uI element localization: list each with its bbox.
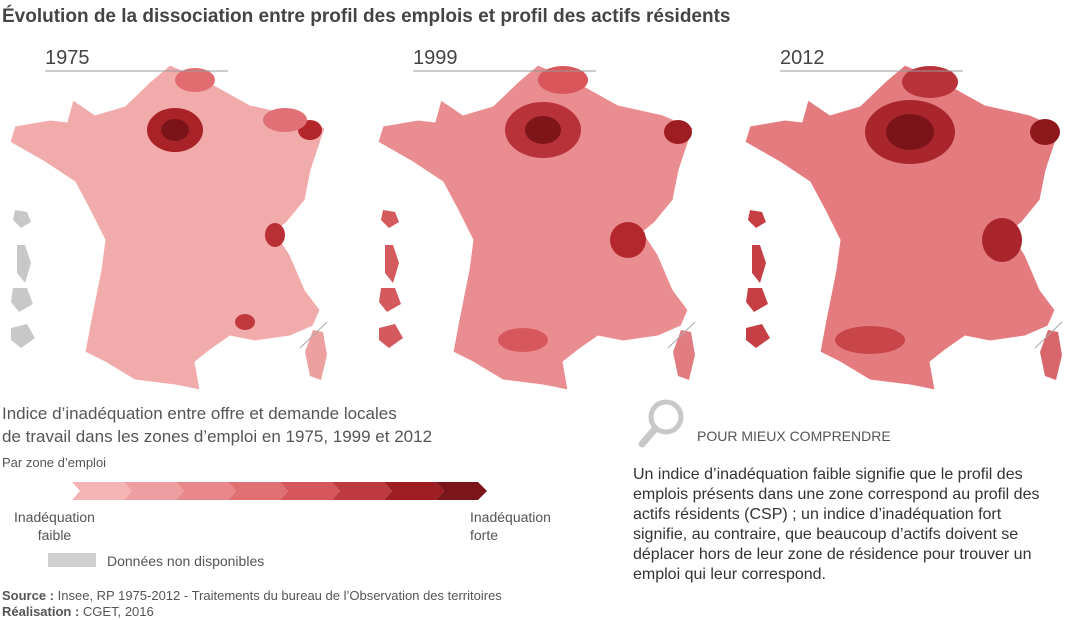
legend-low-line: faible: [37, 527, 72, 543]
map-1975: [9, 64, 328, 391]
credit-label: Réalisation :: [2, 604, 80, 619]
magnifier-icon: [638, 399, 684, 448]
legend-title: Indice d’inadéquation entre offre et dem…: [2, 402, 432, 448]
map-2012: [744, 64, 1063, 391]
maps: 1975 1999 2012: [9, 47, 1063, 391]
legend-title-line: Indice d’inadéquation entre offre et dem…: [2, 404, 397, 423]
year-label: 1999: [413, 47, 458, 69]
legend-title-line: de travail dans les zones d’emploi en 19…: [2, 427, 433, 446]
explainer-heading: POUR MIEUX COMPRENDRE: [697, 428, 891, 444]
credit: Réalisation : CGET, 2016: [2, 604, 154, 619]
legend-high: Inadéquation forte: [470, 508, 551, 544]
explainer-text: Un indice d’inadéquation faible signifie…: [633, 466, 1040, 583]
na-label: Données non disponibles: [107, 553, 265, 569]
source-label: Source :: [2, 588, 55, 603]
legend-subtitle: Par zone d’emploi: [2, 455, 107, 470]
na-swatch: [48, 553, 96, 567]
source: Source : Insee, RP 1975-2012 - Traitemen…: [2, 588, 502, 603]
map-1999: [377, 64, 696, 391]
legend-low: Inadéquation faible: [14, 508, 95, 544]
source-text: Insee, RP 1975-2012 - Traitements du bur…: [57, 588, 502, 603]
year-label: 1975: [45, 47, 90, 69]
title: Évolution de la dissociation entre profi…: [2, 6, 731, 27]
legend-high-line: Inadéquation: [470, 509, 551, 525]
legend-low-line: Inadéquation: [14, 509, 95, 525]
credit-text: CGET, 2016: [82, 604, 154, 619]
legend-high-line: forte: [470, 527, 499, 543]
legend-scale: [72, 482, 487, 500]
year-label: 2012: [780, 47, 825, 69]
